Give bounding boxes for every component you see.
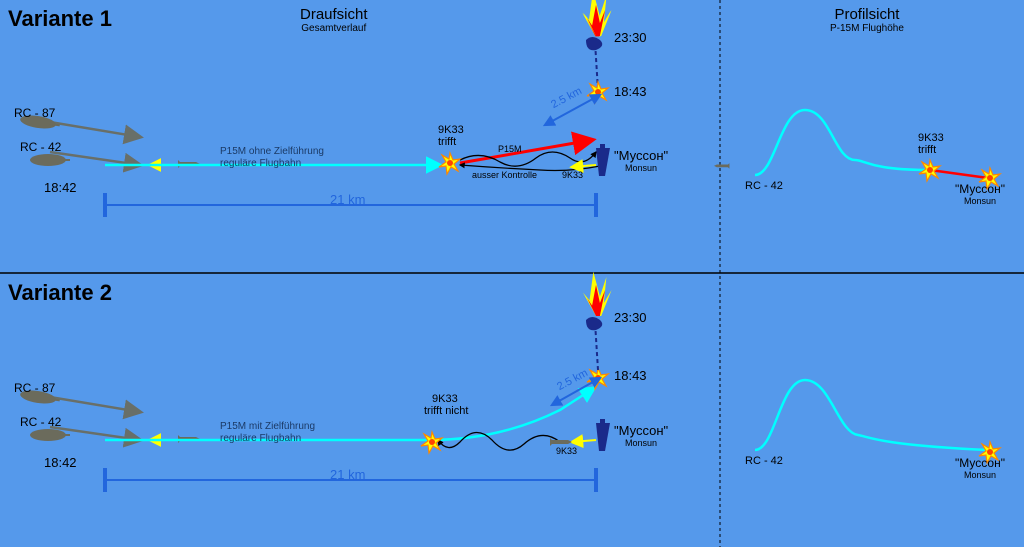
p1-ship: "Муссон" Monsun xyxy=(955,182,1005,206)
v2-rc87: RC - 87 xyxy=(14,381,55,395)
v2-dim21: 21 km xyxy=(330,467,365,482)
variant1-title: Variante 1 xyxy=(8,6,112,32)
p1-sam-a: 9K33 xyxy=(918,132,944,144)
v1-rc42: RC - 42 xyxy=(20,140,61,154)
v1-p15m-b: reguläre Flugbahn xyxy=(220,158,301,169)
variant2-title: Variante 2 xyxy=(8,280,112,306)
v1-p15m-a: P15M ohne Zielführung xyxy=(220,146,324,157)
v1-sam-b: trifft xyxy=(438,136,456,148)
v1-ship-name: "Муссон" Monsun xyxy=(614,148,668,173)
v1-ship-name-sub: Monsun xyxy=(614,163,668,173)
v2-time-hit: 18:43 xyxy=(614,368,647,383)
v2-p15m-a: P15M mit Zielführung xyxy=(220,421,315,432)
p1-ship-sub: Monsun xyxy=(955,196,1005,206)
v1-9k33-small: 9K33 xyxy=(562,170,583,180)
v1-time-launch: 18:42 xyxy=(44,180,77,195)
p1-sam-b: trifft xyxy=(918,144,936,156)
p2-ship: "Муссон" Monsun xyxy=(955,456,1005,480)
header-draufsicht: Draufsicht Gesamtverlauf xyxy=(300,6,368,34)
v2-ship-name: "Муссон" Monsun xyxy=(614,423,668,448)
p2-ship-sub: Monsun xyxy=(955,470,1005,480)
v1-ship-name-ru: "Муссон" xyxy=(614,148,668,163)
header-draufsicht-t2: Gesamtverlauf xyxy=(300,23,368,34)
v2-ship-name-ru: "Муссон" xyxy=(614,423,668,438)
v1-sam-a: 9K33 xyxy=(438,124,464,136)
v1-time-hit: 18:43 xyxy=(614,84,647,99)
v1-time-sink: 23:30 xyxy=(614,30,647,45)
header-profilsicht-t2: P-15M Flughöhe xyxy=(830,23,904,34)
v2-time-launch: 18:42 xyxy=(44,455,77,470)
p1-rc42: RC - 42 xyxy=(745,180,783,192)
v1-dim21: 21 km xyxy=(330,192,365,207)
v2-rc42: RC - 42 xyxy=(20,415,61,429)
v1-ausser: ausser Kontrolle xyxy=(472,170,537,180)
v1-p15m-lbl: P15M xyxy=(498,144,522,154)
v2-time-sink: 23:30 xyxy=(614,310,647,325)
v2-ship-name-sub: Monsun xyxy=(614,438,668,448)
v2-sam-a: 9K33 xyxy=(432,393,458,405)
p2-ship-ru: "Муссон" xyxy=(955,456,1005,470)
v2-9k33-small: 9K33 xyxy=(556,446,577,456)
v2-sam-b: trifft nicht xyxy=(424,405,468,417)
p2-rc42: RC - 42 xyxy=(745,455,783,467)
v1-rc87: RC - 87 xyxy=(14,106,55,120)
header-draufsicht-t1: Draufsicht xyxy=(300,6,368,23)
v2-p15m-b: reguläre Flugbahn xyxy=(220,433,301,444)
header-profilsicht: Profilsicht P-15M Flughöhe xyxy=(830,6,904,34)
p1-ship-ru: "Муссон" xyxy=(955,182,1005,196)
header-profilsicht-t1: Profilsicht xyxy=(830,6,904,23)
